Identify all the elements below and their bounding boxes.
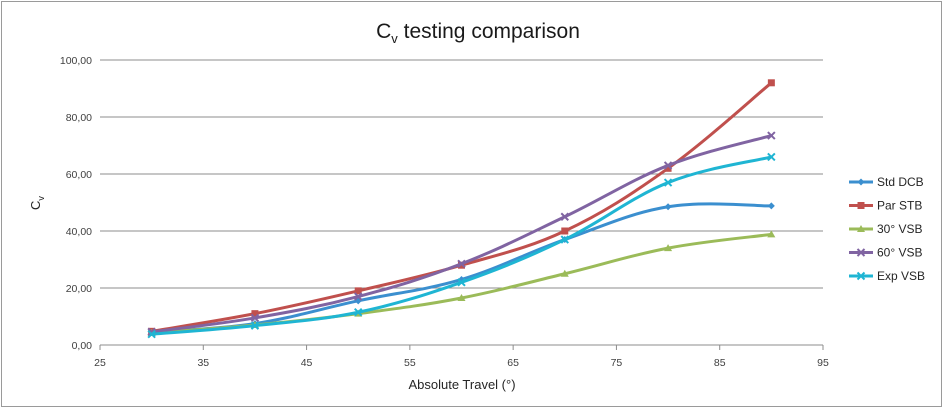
data-point [354,292,363,301]
data-point [663,178,673,187]
legend-label: Std DCB [877,175,924,189]
legend-label: 30° VSB [877,222,923,236]
data-point [354,287,362,295]
x-tick-label: 95 [817,357,829,369]
data-point [664,244,673,252]
y-tick-label: 20,00 [66,283,92,295]
legend-item: Par STB [849,199,922,213]
x-axis [99,345,824,350]
y-tick-label: 60,00 [66,169,92,181]
legend-item: Exp VSB [849,269,925,283]
legend-marker [857,202,865,209]
data-point [767,79,775,87]
x-tick-label: 55 [404,357,416,369]
x-tick-label: 75 [611,357,623,369]
y-tick-label: 0,00 [72,340,93,352]
series-3 [147,131,776,337]
y-tick-labels: 0,00 20,00 40,00 60,00 80,00 100,00 [60,55,92,352]
legend-marker [857,178,865,186]
x-axis-label: Absolute Travel (°) [408,377,515,392]
legend-label: 60° VSB [877,246,923,260]
series-4 [147,152,776,339]
legend-label: Par STB [877,199,922,213]
legend-marker [857,225,865,232]
data-point [663,161,673,170]
data-point [664,203,672,211]
x-tick-label: 45 [301,357,313,369]
legend-marker [856,248,866,257]
title-main: C [376,20,391,43]
x-tick-label: 65 [507,357,519,369]
y-axis-label-subscript: v [36,196,46,201]
data-point [664,164,672,172]
series-group [147,79,776,339]
data-point [560,212,569,221]
y-axis-label-main: C [28,201,43,210]
legend-item: 30° VSB [849,222,923,236]
data-point [767,202,775,210]
data-point [251,310,259,318]
title-subscript: v [391,31,398,46]
y-tick-label: 100,00 [60,55,92,67]
series-line [150,134,773,334]
x-tick-label: 35 [197,357,209,369]
y-tick-label: 80,00 [66,112,92,124]
data-point [767,230,776,238]
chart-title: Cv testing comparison [376,20,580,46]
title-rest: testing comparison [398,20,580,43]
data-point [250,321,260,330]
y-tick-label: 40,00 [66,226,92,238]
legend-label: Exp VSB [877,269,925,283]
data-point [561,227,569,235]
data-point [560,235,569,244]
data-point [457,293,466,301]
data-point [457,278,466,287]
data-point [767,131,776,140]
legend-marker [856,271,866,281]
x-tick-label: 85 [714,357,726,369]
x-tick-label: 25 [94,357,106,369]
legend-item: Std DCB [849,175,924,189]
data-point [147,329,156,339]
legend: Std DCB Par STB 30° VSB 60° VSB Exp VSB [849,175,925,283]
data-point [354,308,363,317]
gridlines [100,59,823,346]
data-point [457,259,466,268]
y-axis-label: Cv [28,196,46,210]
x-tick-labels: 25 35 45 55 65 75 85 95 [94,357,829,369]
data-point [767,152,776,162]
data-point [250,313,260,323]
legend-item: 60° VSB [849,246,923,260]
data-point [560,269,569,277]
